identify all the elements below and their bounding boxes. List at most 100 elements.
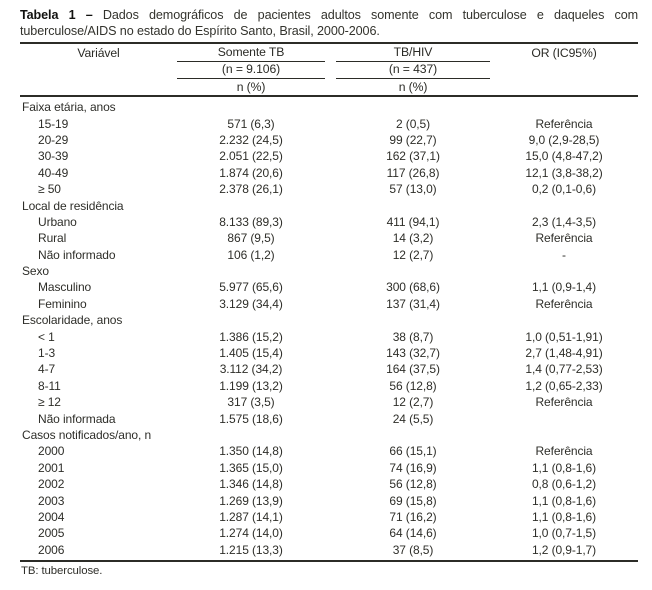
col-header-npct-tbhiv: n (%) <box>398 79 428 94</box>
cell-variable: 4-7 <box>38 362 56 377</box>
table-container: Tabela 1 – Dados demográficos de pacient… <box>20 0 638 577</box>
cell-tb-hiv: 57 (13,0) <box>389 182 437 197</box>
cell-somente-tb: 1.386 (15,2) <box>219 329 283 344</box>
cell-variable: < 1 <box>38 329 55 344</box>
table-row: 2004 1.287 (14,1) 71 (16,2) 1,1 (0,8-1,6) <box>20 509 638 525</box>
cell-somente-tb: 1.365 (15,0) <box>219 460 283 475</box>
cell-somente-tb: 1.350 (14,8) <box>219 444 283 459</box>
col-header-somente-tb: Somente TB <box>177 44 325 62</box>
table-row: 8-11 1.199 (13,2) 56 (12,8) 1,2 (0,65-2,33) <box>20 378 638 394</box>
cell-variable: 8-11 <box>38 378 61 393</box>
cell-somente-tb: 1.269 (13,9) <box>219 493 283 508</box>
section-label: Escolaridade, anos <box>22 313 123 328</box>
cell-somente-tb: 2.051 (22,5) <box>219 149 283 164</box>
table-row: ≥ 12 317 (3,5) 12 (2,7) Referência <box>20 394 638 410</box>
cell-tb-hiv: 12 (2,7) <box>392 247 434 262</box>
table-row: < 1 1.386 (15,2) 38 (8,7) 1,0 (0,51-1,91) <box>20 328 638 344</box>
table-row: 2000 1.350 (14,8) 66 (15,1) Referência <box>20 443 638 459</box>
table-row: 2001 1.365 (15,0) 74 (16,9) 1,1 (0,8-1,6) <box>20 460 638 476</box>
cell-or: 0,2 (0,1-0,6) <box>531 182 597 197</box>
cell-variable: 2002 <box>38 477 65 492</box>
cell-or: 2,3 (1,4-3,5) <box>531 214 597 229</box>
section-label-row: Local de residência <box>20 197 638 213</box>
cell-variable: Rural <box>38 231 67 246</box>
col-header-somente-tb-n: (n = 9.106) <box>177 61 325 79</box>
cell-tb-hiv: 137 (31,4) <box>386 296 440 311</box>
table-row: 4-7 3.112 (34,2) 164 (37,5) 1,4 (0,77-2,53) <box>20 361 638 377</box>
cell-tb-hiv: 162 (37,1) <box>386 149 440 164</box>
header-row-groups: Variável Somente TB TB/HIV OR (IC95%) <box>20 44 638 62</box>
table-row: Feminino 3.129 (34,4) 137 (31,4) Referência <box>20 296 638 312</box>
header-spacer <box>490 61 638 78</box>
cell-tb-hiv: 12 (2,7) <box>392 395 434 410</box>
cell-variable: 2005 <box>38 526 65 541</box>
table-row: 2002 1.346 (14,8) 56 (12,8) 0,8 (0,6-1,2) <box>20 476 638 492</box>
cell-or: 2,7 (1,48-4,91) <box>525 346 603 361</box>
cell-tb-hiv: 411 (94,1) <box>386 214 440 229</box>
cell-tb-hiv: 74 (16,9) <box>389 460 437 475</box>
table-row: 1-3 1.405 (15,4) 143 (32,7) 2,7 (1,48-4,91) <box>20 345 638 361</box>
cell-somente-tb: 571 (6,3) <box>227 116 275 131</box>
cell-tb-hiv: 71 (16,2) <box>389 509 437 524</box>
header-spacer <box>20 78 177 95</box>
table-row: 40-49 1.874 (20,6) 117 (26,8) 12,1 (3,8-38,… <box>20 165 638 181</box>
cell-variable: 20-29 <box>38 132 69 147</box>
table-body: Faixa etária, anos 15-19 571 (6,3) 2 (0,5) R… <box>20 99 638 558</box>
table-bottom-rule <box>20 559 638 562</box>
cell-tb-hiv: 37 (8,5) <box>392 542 434 557</box>
cell-tb-hiv: 56 (12,8) <box>389 477 437 492</box>
cell-somente-tb: 2.378 (26,1) <box>219 182 283 197</box>
table-row: Não informada 1.575 (18,6) 24 (5,5) <box>20 410 638 426</box>
cell-variable: Urbano <box>38 214 77 229</box>
col-header-tb-hiv: TB/HIV <box>336 44 490 62</box>
cell-or: 1,1 (0,8-1,6) <box>531 493 597 508</box>
table-row: Urbano 8.133 (89,3) 411 (94,1) 2,3 (1,4-3,5… <box>20 214 638 230</box>
cell-variable: Feminino <box>38 296 87 311</box>
section-label-row: Faixa etária, anos <box>20 99 638 115</box>
cell-or: Referência <box>535 231 593 246</box>
cell-or: 12,1 (3,8-38,2) <box>525 165 603 180</box>
cell-variable: 15-19 <box>38 116 69 131</box>
cell-or: 9,0 (2,9-28,5) <box>528 132 600 147</box>
cell-somente-tb: 3.129 (34,4) <box>219 296 283 311</box>
table-row: ≥ 50 2.378 (26,1) 57 (13,0) 0,2 (0,1-0,6) <box>20 181 638 197</box>
cell-tb-hiv: 2 (0,5) <box>396 116 430 131</box>
cell-or: - <box>562 247 566 262</box>
cell-or: 1,1 (0,9-1,4) <box>531 280 597 295</box>
cell-variable: 2003 <box>38 493 65 508</box>
cell-variable: 2001 <box>38 460 65 475</box>
cell-tb-hiv: 164 (37,5) <box>386 362 440 377</box>
cell-or: 1,0 (0,7-1,5) <box>531 526 597 541</box>
cell-or: 1,1 (0,8-1,6) <box>531 509 597 524</box>
table-footnote: TB: tuberculose. <box>21 564 103 577</box>
cell-variable: 2000 <box>38 444 65 459</box>
section-label: Local de residência <box>22 198 124 213</box>
cell-tb-hiv: 38 (8,7) <box>392 329 434 344</box>
cell-somente-tb: 8.133 (89,3) <box>219 214 283 229</box>
table-row: 30-39 2.051 (22,5) 162 (37,1) 15,0 (4,8-47,… <box>20 148 638 164</box>
col-header-or-ic95: OR (IC95%) <box>531 45 597 60</box>
cell-somente-tb: 106 (1,2) <box>227 247 275 262</box>
table-top-rule <box>20 42 638 44</box>
cell-somente-tb: 867 (9,5) <box>227 231 275 246</box>
table-row: 2003 1.269 (13,9) 69 (15,8) 1,1 (0,8-1,6) <box>20 492 638 508</box>
cell-or: Referência <box>535 296 593 311</box>
col-header-npct-tb: n (%) <box>236 79 266 94</box>
cell-or: 15,0 (4,8-47,2) <box>525 149 603 164</box>
table-caption-text: Dados demográficos de pacientes adultos … <box>20 8 639 38</box>
cell-variable: 2006 <box>38 542 65 557</box>
cell-somente-tb: 1.274 (14,0) <box>219 526 283 541</box>
table-row: Rural 867 (9,5) 14 (3,2) Referência <box>20 230 638 246</box>
cell-variable: Masculino <box>38 280 92 295</box>
header-bottom-rule <box>20 95 638 97</box>
table-row: Não informado 106 (1,2) 12 (2,7) - <box>20 247 638 263</box>
cell-or: Referência <box>535 116 593 131</box>
table-caption-number: Tabela 1 – <box>20 8 93 22</box>
cell-somente-tb: 317 (3,5) <box>227 395 275 410</box>
cell-tb-hiv: 300 (68,6) <box>386 280 440 295</box>
cell-somente-tb: 2.232 (24,5) <box>219 132 283 147</box>
cell-variable: ≥ 50 <box>38 182 61 197</box>
section-label: Casos notificados/ano, n <box>22 428 152 442</box>
table-row: Masculino 5.977 (65,6) 300 (68,6) 1,1 (0,9-… <box>20 279 638 295</box>
